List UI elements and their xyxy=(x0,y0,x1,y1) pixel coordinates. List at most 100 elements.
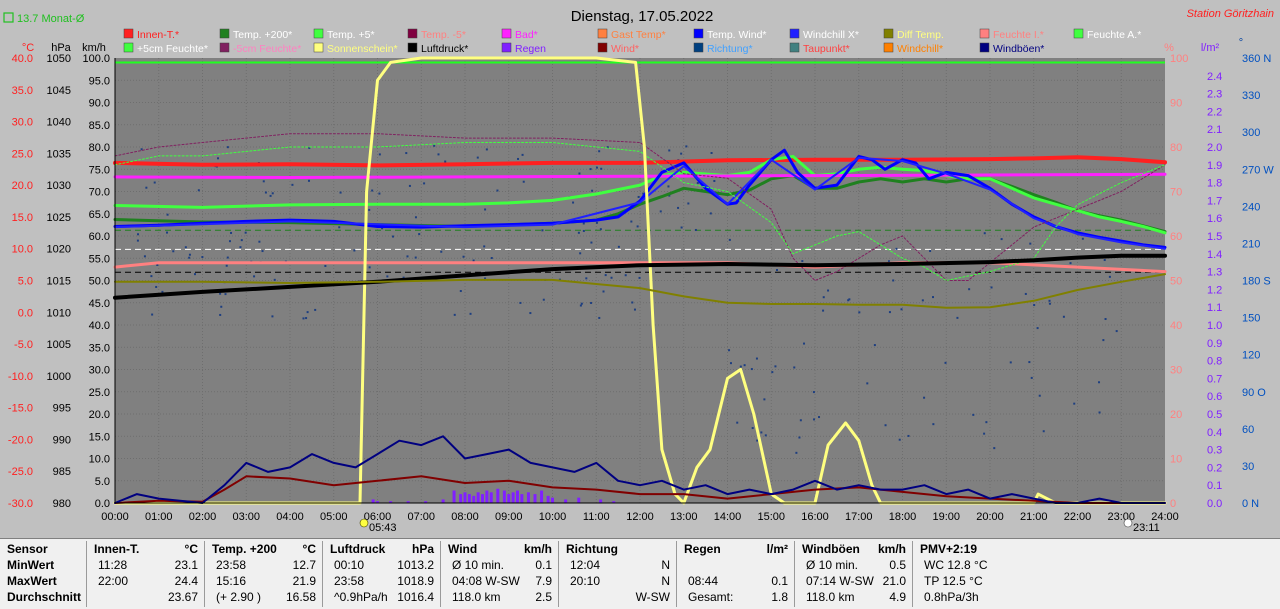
series-line xyxy=(114,273,1166,309)
direction-point xyxy=(818,416,821,419)
tick-label-rain: 1.1 xyxy=(1207,302,1222,314)
tick-label-rain: 0.7 xyxy=(1207,373,1222,385)
stats-cell-label: 15:16 xyxy=(216,574,247,588)
row-label-min: MinWert xyxy=(7,558,55,572)
direction-point xyxy=(306,311,309,314)
rain-bars xyxy=(371,488,616,503)
direction-point xyxy=(680,226,683,229)
legend-label: Gast Temp* xyxy=(611,29,666,41)
direction-point xyxy=(444,160,447,163)
tick-label-direction: 0 N xyxy=(1242,498,1259,510)
direction-point xyxy=(795,451,798,454)
legend-swatch xyxy=(789,42,800,53)
direction-point xyxy=(308,147,311,150)
direction-point xyxy=(577,231,580,234)
direction-point xyxy=(624,274,627,277)
direction-point xyxy=(314,308,317,311)
stats-cell-label: Ø 10 min. xyxy=(806,558,859,572)
series-line xyxy=(113,155,1167,168)
legend-label: Taupunkt* xyxy=(803,43,850,55)
direction-point xyxy=(433,144,436,147)
tick-label-direction: 30 xyxy=(1242,461,1254,473)
tick-label-direction: 60 xyxy=(1242,424,1254,436)
series-line xyxy=(114,133,1166,281)
tick-label-humidity: 90 xyxy=(1170,98,1182,110)
direction-point xyxy=(582,229,585,232)
tick-label-pressure: 1040 xyxy=(47,117,71,129)
direction-point xyxy=(371,189,374,192)
tick-label-time: 05:00 xyxy=(320,511,348,523)
direction-point xyxy=(776,268,779,271)
legend-swatch xyxy=(979,42,990,53)
direction-point xyxy=(602,290,605,293)
tick-label-time: 03:00 xyxy=(232,511,260,523)
direction-point xyxy=(386,275,389,278)
direction-point xyxy=(522,180,525,183)
stats-col-3: Luftdruck hPa 00:10 1013.2 23:58 1018.9 ^0.9hP… xyxy=(322,541,441,607)
legend-swatch xyxy=(883,42,894,53)
tick-label-speed: 40.0 xyxy=(89,320,110,332)
rain-bar xyxy=(599,499,603,503)
tick-label-speed: 65.0 xyxy=(89,209,110,221)
tick-label-time: 24:00 xyxy=(1151,511,1179,523)
direction-point xyxy=(696,181,699,184)
stats-cell-value: N xyxy=(661,558,670,572)
direction-point xyxy=(1030,376,1033,379)
stats-cell-label: 118.0 km xyxy=(452,590,501,604)
tick-label-humidity: 100 xyxy=(1170,53,1188,65)
tick-label-time: 20:00 xyxy=(976,511,1004,523)
legend-swatch xyxy=(597,42,608,53)
stats-cell-value: 0.1 xyxy=(535,558,552,572)
stats-cell-label: 07:14 W-SW xyxy=(806,574,874,588)
monthly-avg-checkbox[interactable] xyxy=(3,12,14,23)
direction-point xyxy=(799,419,802,422)
tick-label-time: 07:00 xyxy=(407,511,435,523)
stats-cell-label: 08:44 xyxy=(688,574,719,588)
direction-point xyxy=(1102,339,1105,342)
stats-cell-value: 1018.9 xyxy=(397,574,434,588)
direction-point xyxy=(1115,330,1118,333)
direction-point xyxy=(381,227,384,230)
direction-point xyxy=(932,423,935,426)
tick-label-speed: 55.0 xyxy=(89,253,110,265)
tick-label-rain: 1.3 xyxy=(1207,267,1222,279)
stats-unit: hPa xyxy=(411,542,434,556)
chart-title: Dienstag, 17.05.2022 xyxy=(571,8,714,25)
series-line xyxy=(114,435,1166,504)
direction-point xyxy=(437,153,440,156)
direction-point xyxy=(137,233,140,236)
stats-cell-value: 0.5 xyxy=(889,558,906,572)
stats-title: Regen xyxy=(684,542,721,556)
direction-point xyxy=(423,182,426,185)
direction-point xyxy=(633,308,636,311)
tick-label-rain: 1.9 xyxy=(1207,160,1222,172)
tick-label-direction: 240 xyxy=(1242,201,1260,213)
direction-point xyxy=(887,260,890,263)
stats-cell-value: 21.9 xyxy=(292,574,316,588)
series-line xyxy=(113,253,1167,300)
tick-label-pressure: 1035 xyxy=(47,148,71,160)
tick-label-temp: 20.0 xyxy=(12,180,33,192)
direction-point xyxy=(591,189,594,192)
tick-label-pressure: 1005 xyxy=(47,339,71,351)
direction-point xyxy=(1024,292,1027,295)
sunrise-marker: 05:43 xyxy=(359,518,397,534)
direction-point xyxy=(469,312,472,315)
direction-point xyxy=(542,298,545,301)
direction-point xyxy=(224,293,227,296)
tick-label-speed: 30.0 xyxy=(89,365,110,377)
direction-point xyxy=(472,259,475,262)
tick-label-temp: 0.0 xyxy=(18,307,33,319)
direction-point xyxy=(630,220,633,223)
stats-col-2: Temp. +200 °C 23:58 12.7 15:16 21.9 (+ 2.90 ) 1… xyxy=(204,541,323,607)
rain-bar xyxy=(472,495,476,503)
direction-point xyxy=(921,299,924,302)
stats-cell-value: 21.0 xyxy=(882,574,906,588)
tick-label-direction: 150 xyxy=(1242,313,1260,325)
direction-point xyxy=(188,253,191,256)
tick-label-speed: 15.0 xyxy=(89,431,110,443)
tick-label-rain: 1.8 xyxy=(1207,178,1222,190)
unit-press: hPa xyxy=(51,42,71,54)
tick-label-time: 09:00 xyxy=(495,511,523,523)
direction-point xyxy=(585,277,588,280)
